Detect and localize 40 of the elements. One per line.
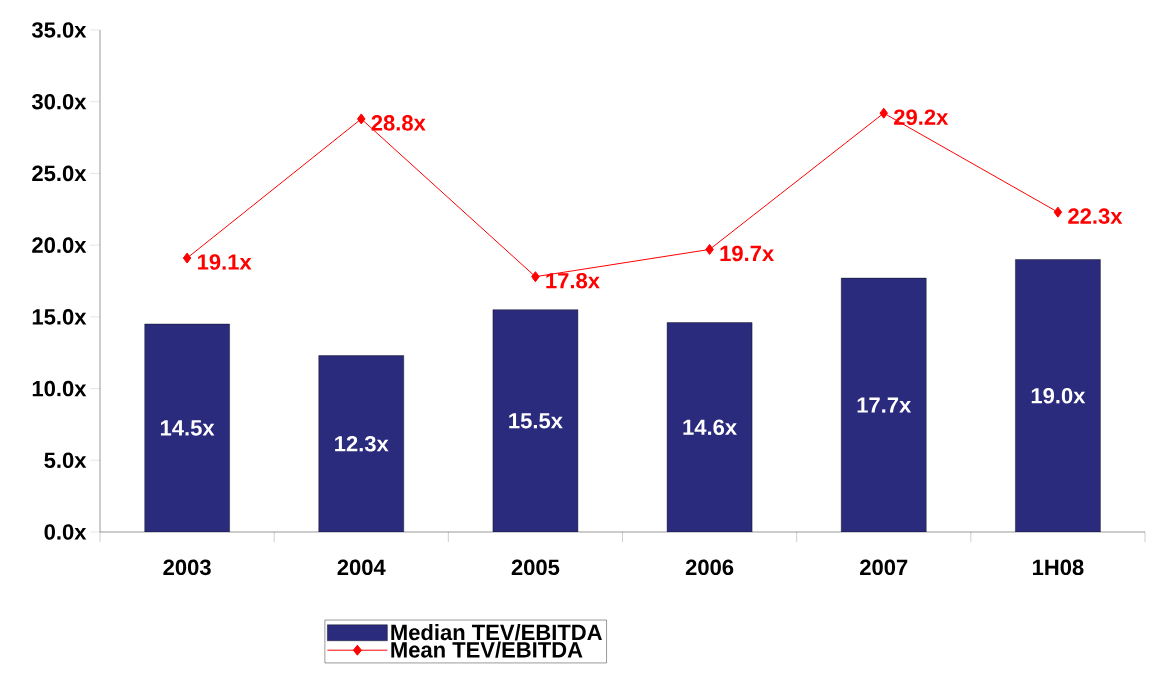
bar (841, 278, 927, 532)
data-label: 17.8x (546, 272, 600, 289)
x-tick-label: 2007 (860, 559, 908, 576)
x-tick-label: 2006 (685, 559, 734, 576)
x-tick-label: 2003 (163, 559, 211, 576)
y-tick-label: 15.0x (32, 309, 87, 325)
point (182, 252, 192, 264)
bar (318, 355, 404, 532)
y-tick-label: 10.0x (32, 380, 87, 397)
bar (667, 322, 753, 532)
legend-label: Median TEV/EBITDA (391, 624, 602, 641)
y-tick-label: 20.0x (32, 237, 87, 253)
bar (1015, 259, 1101, 532)
bar (144, 324, 230, 532)
y-tick-label: 30.0x (31, 93, 87, 110)
y-tick-label: 35.0x (31, 22, 87, 38)
data-label: 22.3x (1068, 208, 1123, 224)
data-label: 28.8x (371, 115, 426, 131)
data-label: 15.5x (509, 413, 563, 429)
bar (492, 309, 578, 532)
y-tick-label: 25.0x (32, 165, 87, 182)
data-label: 19.0x (1031, 387, 1086, 404)
x-tick-label: 2005 (511, 559, 560, 576)
point (705, 243, 714, 255)
x-tick-label: 2004 (337, 559, 386, 576)
point (357, 113, 366, 125)
x-tick-label: 1H08 (1032, 559, 1084, 576)
data-label: 29.2x (894, 109, 949, 125)
point (1053, 206, 1063, 218)
point (879, 107, 888, 119)
data-label: 14.6x (683, 419, 737, 436)
y-tick-label: 5.0x (44, 452, 87, 469)
data-label: 17.7x (857, 397, 912, 413)
legend-label: Mean TEV/EBITDA (391, 641, 583, 658)
data-label: 14.5x (160, 420, 215, 436)
y-tick-label: 0.0x (44, 524, 87, 540)
data-label: 12.3x (335, 435, 389, 452)
point (531, 271, 540, 283)
data-label: 19.7x (720, 245, 774, 262)
data-label: 19.1x (198, 254, 252, 270)
